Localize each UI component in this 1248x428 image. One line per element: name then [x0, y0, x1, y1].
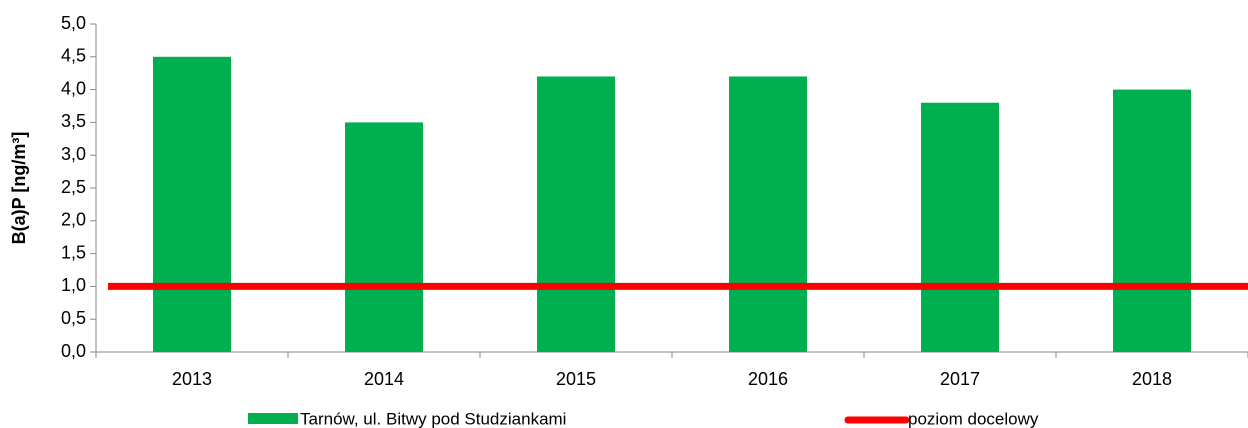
y-tick-label: 5,0	[61, 13, 86, 33]
y-axis-label: B(a)P [ng/m³]	[9, 132, 29, 245]
legend-label: Tarnów, ul. Bitwy pod Studziankami	[300, 409, 566, 428]
y-tick-label: 3,5	[61, 111, 86, 131]
x-tick-label: 2018	[1132, 369, 1172, 389]
bar	[729, 76, 807, 352]
y-tick-label: 1,5	[61, 242, 86, 262]
y-tick-label: 2,5	[61, 177, 86, 197]
bar	[345, 122, 423, 353]
x-tick-label: 2013	[172, 369, 212, 389]
y-tick-label: 0,0	[61, 341, 86, 361]
x-tick-label: 2016	[748, 369, 788, 389]
bar	[537, 76, 615, 352]
legend-swatch	[248, 413, 298, 424]
y-tick-label: 1,0	[61, 275, 86, 295]
legend-label: poziom docelowy	[908, 409, 1039, 428]
bar	[1113, 89, 1191, 352]
bar	[153, 56, 231, 353]
bar	[921, 102, 999, 352]
y-tick-label: 2,0	[61, 210, 86, 230]
x-tick-label: 2017	[940, 369, 980, 389]
y-tick-label: 3,0	[61, 144, 86, 164]
y-tick-label: 4,0	[61, 78, 86, 98]
x-tick-label: 2015	[556, 369, 596, 389]
y-tick-label: 0,5	[61, 308, 86, 328]
x-tick-label: 2014	[364, 369, 404, 389]
y-tick-label: 4,5	[61, 46, 86, 66]
